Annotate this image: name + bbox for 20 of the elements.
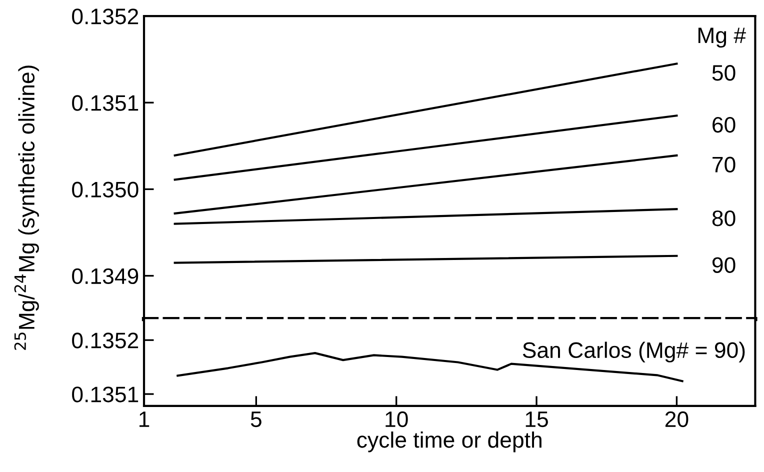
- y-axis-title: $^{25}$Mg/$^{24}$Mg (synthetic olivine): [14, 66, 39, 350]
- series-label: 70: [712, 156, 736, 173]
- series-label: 60: [712, 116, 736, 133]
- y-tick-label: 0.1352: [72, 332, 138, 348]
- x-tick-label: 15: [526, 412, 548, 428]
- y-tick-label: 0.1349: [72, 268, 138, 284]
- y-tick-label: 0.1350: [72, 182, 138, 198]
- x-tick-label: 20: [665, 411, 688, 428]
- x-tick-label: 5: [250, 412, 262, 428]
- y-tick-label: 0.1351: [72, 95, 138, 111]
- x-axis-title: cycle time or depth: [357, 431, 542, 452]
- y-tick-label: 0.1352: [72, 8, 138, 24]
- series-label: 90: [712, 257, 736, 273]
- series-label: 80: [712, 210, 736, 226]
- legend-title: Mg #: [698, 28, 746, 48]
- x-tick-label: 1: [140, 412, 150, 427]
- series-label: 50: [712, 65, 736, 81]
- x-tick-label: 10: [386, 411, 408, 428]
- series-label: San Carlos (Mg# = 90): [522, 342, 745, 362]
- y-tick-label: 0.1351: [72, 386, 138, 402]
